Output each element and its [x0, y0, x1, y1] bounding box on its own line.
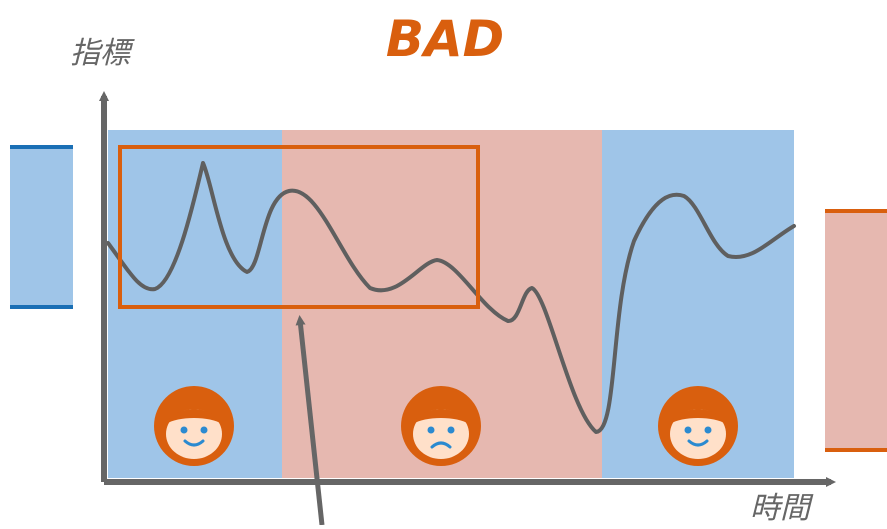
sad-face-icon — [401, 386, 481, 466]
highlight-box — [118, 145, 480, 309]
right-reference-band — [825, 209, 887, 452]
x-axis-label: 時間 — [750, 491, 814, 525]
metric-curve — [106, 161, 796, 434]
y-axis-label: 指標 — [70, 36, 135, 71]
happy-face-icon — [658, 386, 738, 466]
diagram-title: BAD — [386, 10, 504, 68]
happy-face-icon — [154, 386, 234, 466]
left-reference-band — [10, 145, 73, 309]
pointer-arrow — [295, 315, 325, 526]
